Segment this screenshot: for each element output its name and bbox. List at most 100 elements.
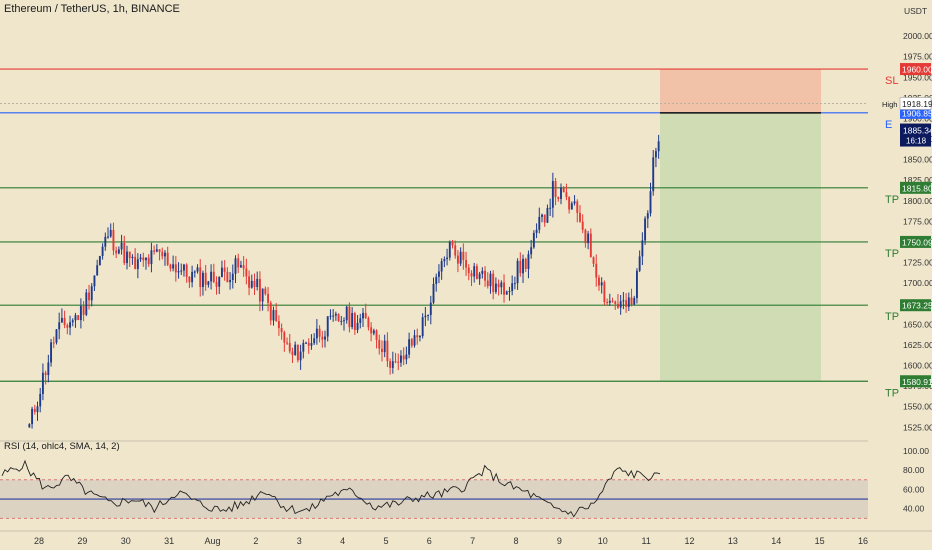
candle-up[interactable] [329,315,332,317]
candle-down[interactable] [52,342,55,344]
candle-up[interactable] [641,240,644,257]
candle-up[interactable] [294,344,297,356]
candle-down[interactable] [318,328,321,337]
candle-down[interactable] [245,268,248,277]
candle-down[interactable] [115,250,118,254]
candle-down[interactable] [589,233,592,258]
candle-up[interactable] [654,151,657,158]
candle-down[interactable] [470,273,473,277]
candle-down[interactable] [370,327,373,334]
candle-down[interactable] [147,257,150,265]
candle-down[interactable] [188,276,191,283]
candle-up[interactable] [459,251,462,264]
candle-down[interactable] [307,342,310,346]
candle-up[interactable] [272,310,275,321]
candle-down[interactable] [394,361,397,363]
candle-up[interactable] [239,265,242,268]
candle-up[interactable] [55,329,58,343]
candle-down[interactable] [128,251,131,259]
candle-up[interactable] [652,157,655,192]
candle-down[interactable] [215,282,218,287]
candle-down[interactable] [288,342,291,352]
candle-up[interactable] [202,272,204,288]
candle-up[interactable] [229,280,232,283]
candle-up[interactable] [633,298,636,305]
candle-up[interactable] [90,286,93,301]
candle-down[interactable] [280,328,283,333]
level-price-tag[interactable] [900,106,931,119]
candle-up[interactable] [334,313,337,316]
take-profit-zone[interactable] [660,112,821,382]
candle-up[interactable] [256,278,259,287]
candle-up[interactable] [638,256,641,271]
candle-up[interactable] [535,229,538,233]
candle-up[interactable] [324,336,326,340]
candle-down[interactable] [467,267,470,274]
candle-down[interactable] [88,292,90,301]
candle-down[interactable] [161,251,164,257]
candle-down[interactable] [226,271,229,283]
candle-up[interactable] [340,320,343,322]
candle-down[interactable] [524,258,527,269]
candle-up[interactable] [505,291,508,295]
candle-up[interactable] [400,355,402,363]
candle-up[interactable] [481,270,484,274]
candle-up[interactable] [31,408,34,425]
candle-down[interactable] [402,355,405,360]
candle-up[interactable] [120,242,123,250]
candle-down[interactable] [204,272,207,285]
candle-down[interactable] [606,302,609,304]
candle-up[interactable] [193,271,196,273]
candle-down[interactable] [625,300,628,307]
candle-up[interactable] [155,249,158,252]
candle-down[interactable] [503,282,505,295]
candle-down[interactable] [592,257,595,264]
candle-up[interactable] [96,265,99,276]
candle-down[interactable] [242,265,245,269]
candle-down[interactable] [337,313,340,322]
candle-down[interactable] [554,181,557,198]
candle-up[interactable] [85,292,88,315]
rsi-line[interactable] [1,459,661,518]
candle-down[interactable] [174,264,177,273]
candle-up[interactable] [443,258,446,262]
candle-down[interactable] [397,361,400,363]
candle-down[interactable] [598,277,600,286]
candle-up[interactable] [139,257,142,260]
candle-up[interactable] [587,233,590,244]
candle-up[interactable] [646,213,649,219]
candle-up[interactable] [131,256,134,259]
candle-up[interactable] [440,261,443,272]
candle-up[interactable] [530,247,533,255]
candle-up[interactable] [405,354,408,360]
candle-down[interactable] [248,276,251,288]
candle-up[interactable] [549,207,552,209]
candle-up[interactable] [60,317,63,323]
candle-up[interactable] [326,316,329,337]
rsi-title[interactable]: RSI (14, ohlc4, SMA, 14, 2) [4,441,120,452]
candle-up[interactable] [359,318,362,323]
candle-down[interactable] [269,302,272,321]
candle-up[interactable] [58,322,61,330]
candle-up[interactable] [437,271,440,277]
candle-up[interactable] [657,141,660,152]
candle-up[interactable] [635,270,638,299]
candle-up[interactable] [560,187,562,199]
candle-up[interactable] [47,362,50,376]
candle-down[interactable] [169,264,172,269]
candle-up[interactable] [261,288,264,302]
candle-down[interactable] [296,344,299,361]
candle-down[interactable] [562,187,565,193]
candle-down[interactable] [223,267,226,272]
candle-up[interactable] [231,273,234,281]
candle-up[interactable] [315,328,318,339]
candle-down[interactable] [630,297,633,305]
candle-up[interactable] [41,372,44,394]
candle-down[interactable] [112,229,115,251]
candle-up[interactable] [622,300,625,302]
candle-down[interactable] [475,266,478,279]
candle-down[interactable] [77,315,80,321]
candle-down[interactable] [416,335,419,338]
candle-up[interactable] [421,317,424,337]
candle-up[interactable] [538,216,541,230]
